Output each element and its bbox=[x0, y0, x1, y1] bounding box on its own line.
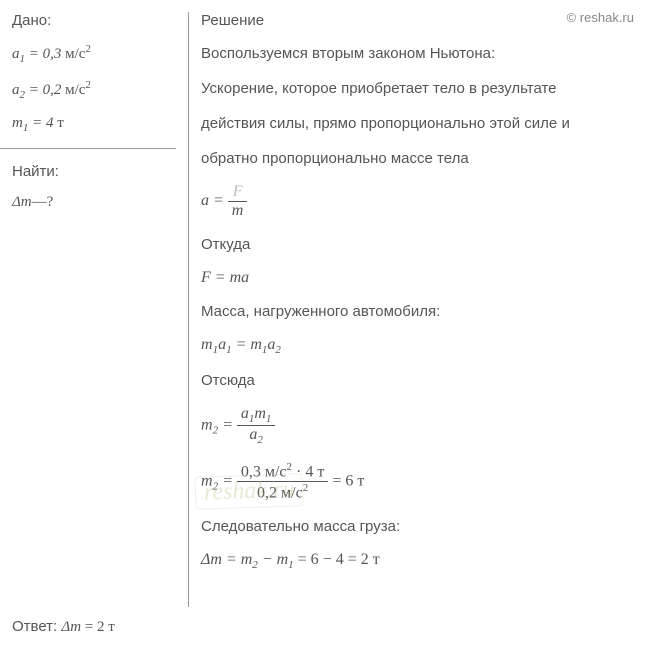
sol-line1: Воспользуемся вторым законом Ньютона: bbox=[201, 43, 637, 64]
m2c-num-unit: м/с bbox=[265, 463, 287, 480]
m1a2-s2: 2 bbox=[275, 344, 281, 356]
content-wrapper: Дано: a1 = 0,3 м/с2 a2 = 0,2 м/с2 m1 = 4… bbox=[0, 0, 649, 607]
a2-eq: = 0,2 bbox=[25, 82, 65, 98]
a2-var: a bbox=[12, 82, 20, 98]
formula-F-eq-ma: F = ma bbox=[201, 269, 637, 287]
answer-label: Ответ: bbox=[12, 618, 61, 635]
find-header: Найти: bbox=[12, 163, 176, 180]
formula-m2-numeric: m2 = 0,3 м/с2 · 4 т0,2 м/с2 = 6 т bbox=[201, 461, 637, 503]
m1-eq: = 4 bbox=[28, 115, 57, 131]
m2c-num-t: т bbox=[317, 463, 324, 480]
m2c-den-sup: 2 bbox=[303, 482, 309, 494]
answer-eq: = 2 bbox=[81, 619, 108, 635]
divider-line bbox=[0, 148, 176, 149]
given-header: Дано: bbox=[12, 12, 176, 29]
find-var: Δm bbox=[12, 194, 32, 210]
given-a1: a1 = 0,3 м/с2 bbox=[12, 43, 176, 65]
sol-line3: действия силы, прямо пропорционально это… bbox=[201, 113, 637, 134]
m2-eq: = bbox=[218, 417, 237, 434]
given-m1: m1 = 4 т bbox=[12, 115, 176, 134]
f-a-lhs: a = bbox=[201, 192, 228, 209]
a2-sup: 2 bbox=[85, 79, 91, 91]
a1-eq: = 0,3 bbox=[25, 46, 65, 62]
m2c-res: = 6 bbox=[328, 472, 357, 489]
m1a1-v1: m bbox=[201, 336, 213, 353]
m2c-eq: = bbox=[218, 472, 237, 489]
formula-m2-symbolic: m2 = a1m1a2 bbox=[201, 405, 637, 446]
a1-unit: м/с bbox=[65, 46, 85, 62]
answer-var: Δm bbox=[61, 619, 81, 635]
dm-calc: = 6 − 4 = 2 bbox=[294, 551, 373, 568]
m2c-lhs: m bbox=[201, 472, 213, 489]
m2c-den-a: 0,2 bbox=[257, 484, 281, 501]
f-a-num: F bbox=[228, 183, 248, 202]
m2-num-v2: m bbox=[254, 405, 266, 422]
m2-lhs: m bbox=[201, 417, 213, 434]
a1-sup: 2 bbox=[85, 43, 91, 55]
m1a2-v1: m bbox=[250, 336, 262, 353]
sol-hence: Отсюда bbox=[201, 370, 637, 391]
a2-unit: м/с bbox=[65, 82, 85, 98]
m1a1-v2: a bbox=[218, 336, 226, 353]
sol-mass-loaded: Масса, нагруженного автомобиля: bbox=[201, 301, 637, 322]
m2-den-s: 2 bbox=[257, 435, 263, 447]
f-a-den: m bbox=[228, 202, 248, 220]
sol-line2: Ускорение, которое приобретает тело в ре… bbox=[201, 78, 637, 99]
solution-column: Решение Воспользуемся вторым законом Нью… bbox=[188, 12, 649, 607]
sol-therefore: Следовательно масса груза: bbox=[201, 516, 637, 537]
dm-minus: − m bbox=[258, 551, 288, 568]
answer-line: Ответ: Δm = 2 т bbox=[12, 618, 115, 636]
formula-dm: Δm = m2 − m1 = 6 − 4 = 2 т bbox=[201, 551, 637, 571]
m2c-num-dot: · 4 bbox=[292, 463, 317, 480]
find-dm: Δm—? bbox=[12, 194, 176, 211]
m1a1-eq: = bbox=[232, 336, 251, 353]
m2-num-v1: a bbox=[241, 405, 249, 422]
dm-lhs: Δm = m bbox=[201, 551, 252, 568]
m2c-num-a: 0,3 bbox=[241, 463, 265, 480]
formula-m1a1-eq-m1a2: m1a1 = m1a2 bbox=[201, 336, 637, 356]
answer-unit: т bbox=[108, 619, 115, 635]
find-suffix: —? bbox=[32, 194, 54, 210]
m1-unit: т bbox=[57, 115, 64, 131]
a1-var: a bbox=[12, 46, 20, 62]
given-column: Дано: a1 = 0,3 м/с2 a2 = 0,2 м/с2 m1 = 4… bbox=[12, 12, 188, 607]
solution-header: Решение bbox=[201, 12, 637, 29]
m2c-res-unit: т bbox=[357, 472, 364, 489]
formula-a-eq-F-over-m: a = Fm bbox=[201, 183, 637, 220]
sol-line4: обратно пропорционально массе тела bbox=[201, 148, 637, 169]
dm-unit: т bbox=[373, 551, 380, 568]
m1-var: m bbox=[12, 115, 23, 131]
m2-num-s2: 1 bbox=[266, 413, 272, 425]
sol-whence: Откуда bbox=[201, 234, 637, 255]
m2c-den-unit: м/с bbox=[281, 484, 303, 501]
given-a2: a2 = 0,2 м/с2 bbox=[12, 79, 176, 101]
